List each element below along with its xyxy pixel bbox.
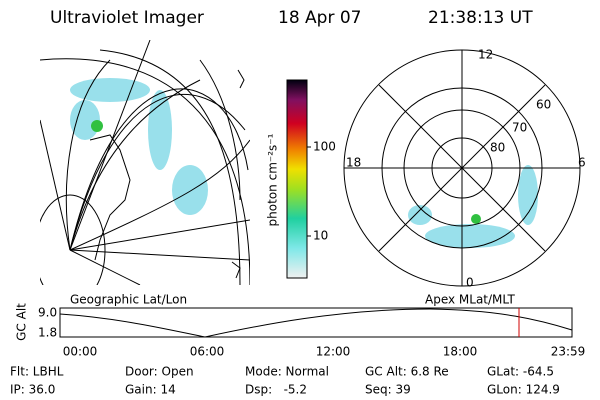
time: 21:38:13 UT [428,8,533,28]
info-field: GLon: 124.9 [487,383,560,397]
plot-frame [59,307,573,338]
colorbar-label: photon cm⁻²s⁻¹ [266,133,280,226]
polar-plot [343,49,581,287]
colorbar [286,79,308,279]
info-field: IP: 36.0 [10,383,55,397]
polar-label: 60 [536,98,551,112]
polar-label: 6 [578,156,586,170]
x-tick-label: 23:59 [551,345,586,359]
colorbar-tick-label: 10 [313,229,328,243]
title: Ultraviolet Imager [50,8,204,28]
geo-map [40,40,250,285]
x-tick-label: 12:00 [316,345,351,359]
polar-label: 0 [466,276,474,290]
info-panel: Flt: LBHL IP: 36.0 Door: Open Gain: 14 Mode:… [10,365,560,397]
info-field: Mode: Normal [245,365,329,379]
x-tick-label: 18:00 [443,345,478,359]
info-field: Seq: 39 [365,383,411,397]
date: 18 Apr 07 [278,8,361,28]
x-tick-label: 00:00 [63,345,98,359]
panel-label: Apex MLat/MLT [425,293,515,307]
panel-label: Geographic Lat/Lon [70,293,187,307]
colorbar-tick-label: 100 [313,140,336,154]
info-field: GC Alt: 6.8 Re [365,365,449,379]
y-tick-label: 9.0 [38,306,57,320]
info-field: GLat: -64.5 [487,365,554,379]
polar-label: 70 [512,121,527,135]
polar-label: 80 [490,141,505,155]
info-field: Door: Open [125,365,194,379]
x-tick-label: 06:00 [190,345,225,359]
info-field: Gain: 14 [125,383,176,397]
info-field: Dsp: -5.2 [245,383,307,397]
info-field: Flt: LBHL [10,365,64,379]
y-axis-label: GC Alt [15,303,29,341]
y-tick-label: 1.8 [38,326,57,340]
altitude-curve [59,308,573,338]
polar-label: 18 [346,156,361,170]
polar-label: 12 [478,48,493,62]
